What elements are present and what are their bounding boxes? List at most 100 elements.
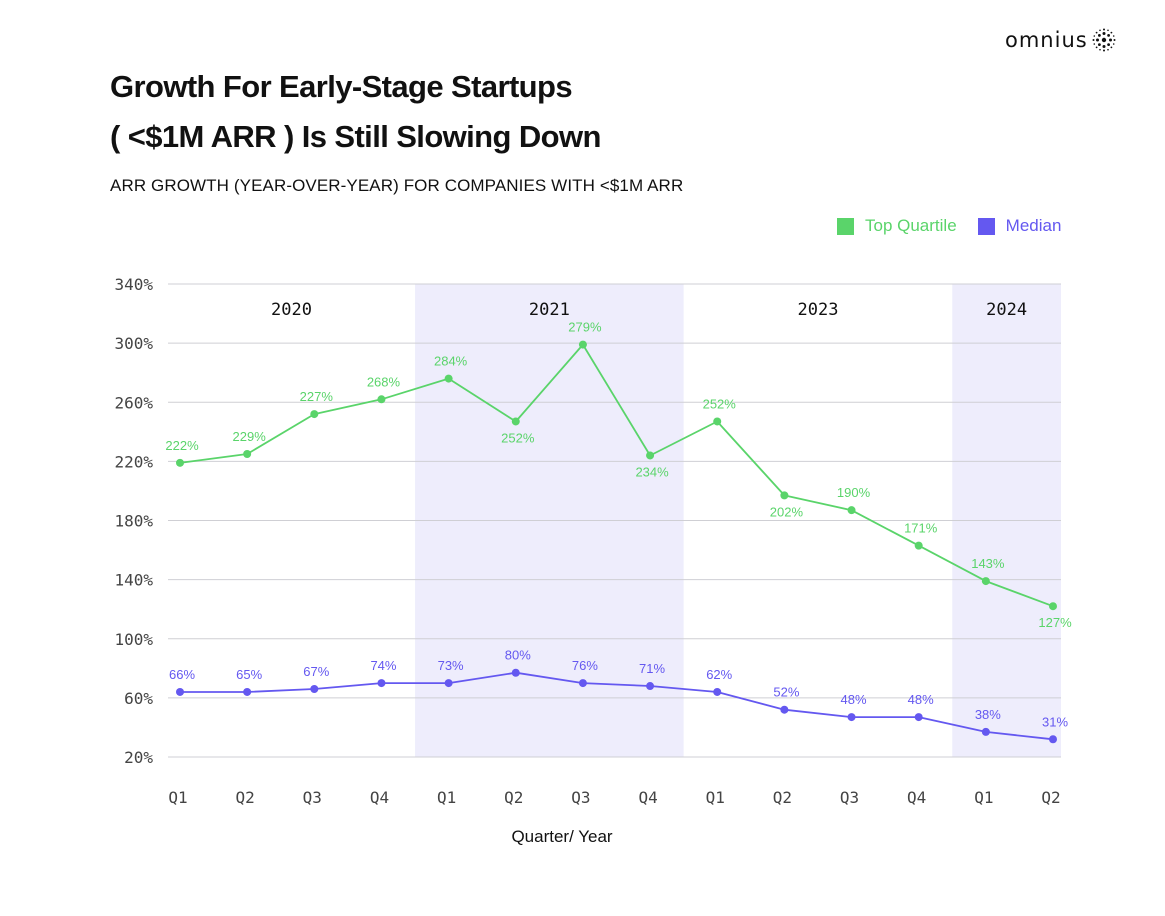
- data-point-median: [646, 682, 655, 691]
- legend-item-top-quartile: Top Quartile: [837, 216, 957, 236]
- x-tick-label: Q1: [437, 788, 456, 807]
- x-tick-label: Q1: [974, 788, 993, 807]
- data-point-top-quartile: [914, 541, 923, 550]
- x-axis-title: Quarter/ Year: [511, 827, 612, 846]
- data-label-top-quartile: 127%: [1038, 615, 1072, 630]
- data-point-top-quartile: [646, 451, 655, 460]
- y-tick-label: 300%: [114, 334, 153, 353]
- data-point-top-quartile: [310, 410, 319, 419]
- legend-label-median: Median: [1005, 216, 1062, 235]
- x-tick-label: Q4: [907, 788, 926, 807]
- x-tick-label: Q1: [706, 788, 725, 807]
- data-point-top-quartile: [981, 577, 990, 586]
- y-tick-label: 100%: [114, 630, 153, 649]
- chart-legend: Top Quartile Median: [837, 216, 1061, 236]
- data-label-top-quartile: 268%: [367, 374, 401, 389]
- y-tick-label: 180%: [114, 512, 153, 531]
- data-label-top-quartile: 227%: [300, 389, 334, 404]
- data-point-top-quartile: [243, 449, 252, 458]
- data-label-top-quartile: 143%: [971, 556, 1005, 571]
- data-point-median: [444, 679, 453, 688]
- y-tick-label: 340%: [114, 275, 153, 294]
- chart-title: Growth For Early-Stage Startups ( <$1M A…: [110, 62, 601, 162]
- data-label-top-quartile: 252%: [501, 430, 535, 445]
- data-label-median: 74%: [370, 658, 396, 673]
- x-tick-label: Q3: [303, 788, 322, 807]
- data-point-median: [578, 679, 587, 688]
- data-point-top-quartile: [176, 458, 184, 467]
- legend-swatch-median: [977, 217, 995, 235]
- data-point-median: [914, 713, 923, 722]
- x-tick-label: Q3: [571, 788, 590, 807]
- data-point-median: [310, 685, 319, 694]
- y-tick-label: 260%: [114, 393, 153, 412]
- legend-item-median: Median: [977, 216, 1062, 236]
- x-tick-label: Q2: [504, 788, 523, 807]
- data-label-top-quartile: 190%: [837, 485, 871, 500]
- data-label-median: 73%: [438, 658, 464, 673]
- year-label-2024: 2024: [986, 300, 1027, 320]
- data-label-top-quartile: 234%: [635, 464, 669, 479]
- data-label-median: 48%: [908, 692, 934, 707]
- chart-title-line-2: ( <$1M ARR ) Is Still Slowing Down: [110, 119, 601, 154]
- data-point-median: [847, 713, 856, 722]
- x-tick-label: Q2: [773, 788, 792, 807]
- brand-name: omnius: [1005, 28, 1088, 52]
- x-tick-label: Q3: [840, 788, 859, 807]
- brand-logo: omnius: [1005, 28, 1116, 52]
- data-point-median: [780, 705, 789, 714]
- year-label-2021: 2021: [529, 300, 570, 320]
- x-tick-label: Q4: [638, 788, 657, 807]
- data-point-top-quartile: [377, 395, 386, 404]
- y-tick-label: 60%: [124, 689, 153, 708]
- data-label-median: 66%: [169, 667, 195, 682]
- data-label-top-quartile: 252%: [703, 396, 737, 411]
- data-point-median: [176, 687, 184, 696]
- data-label-top-quartile: 229%: [233, 429, 267, 444]
- year-label-2023: 2023: [797, 300, 838, 320]
- data-label-top-quartile: 202%: [770, 504, 804, 519]
- data-point-median: [1049, 735, 1057, 744]
- data-label-median: 71%: [639, 661, 665, 676]
- data-label-median: 38%: [975, 707, 1001, 722]
- x-tick-label: Q4: [370, 788, 389, 807]
- data-point-median: [377, 679, 386, 688]
- y-tick-label: 220%: [114, 452, 153, 471]
- data-point-median: [511, 668, 520, 677]
- data-label-median: 48%: [841, 692, 867, 707]
- x-tick-label: Q2: [1041, 788, 1060, 807]
- data-point-top-quartile: [847, 506, 856, 515]
- series-line-median: [180, 671, 1054, 741]
- data-point-top-quartile: [780, 491, 789, 500]
- y-tick-label: 20%: [124, 748, 153, 767]
- data-label-median: 80%: [505, 648, 531, 663]
- data-label-top-quartile: 279%: [568, 320, 602, 335]
- data-point-top-quartile: [578, 340, 587, 349]
- data-label-median: 52%: [773, 685, 799, 700]
- data-label-median: 76%: [572, 658, 598, 673]
- year-label-2020: 2020: [271, 300, 312, 320]
- chart-title-line-1: Growth For Early-Stage Startups: [110, 69, 573, 104]
- data-label-median: 31%: [1042, 714, 1068, 729]
- chart-subtitle: ARR GROWTH (YEAR-OVER-YEAR) FOR COMPANIE…: [110, 176, 684, 195]
- data-point-median: [243, 687, 252, 696]
- series-line-top-quartile: [179, 343, 1054, 608]
- data-point-top-quartile: [1049, 602, 1057, 611]
- data-label-top-quartile: 222%: [165, 438, 199, 453]
- data-label-top-quartile: 284%: [434, 354, 468, 369]
- data-label-median: 65%: [236, 667, 262, 682]
- legend-label-top-quartile: Top Quartile: [865, 216, 957, 235]
- data-point-median: [981, 727, 990, 736]
- data-label-median: 67%: [303, 664, 329, 679]
- y-tick-label: 140%: [114, 571, 153, 590]
- data-point-top-quartile: [511, 417, 520, 426]
- data-point-top-quartile: [713, 417, 722, 426]
- legend-swatch-top-quartile: [837, 217, 854, 235]
- x-tick-label: Q1: [168, 788, 187, 807]
- data-label-median: 62%: [706, 667, 732, 682]
- data-label-top-quartile: 171%: [904, 521, 938, 536]
- x-tick-label: Q2: [236, 788, 255, 807]
- dotted-sphere-icon: [1092, 28, 1116, 52]
- data-point-top-quartile: [444, 374, 453, 383]
